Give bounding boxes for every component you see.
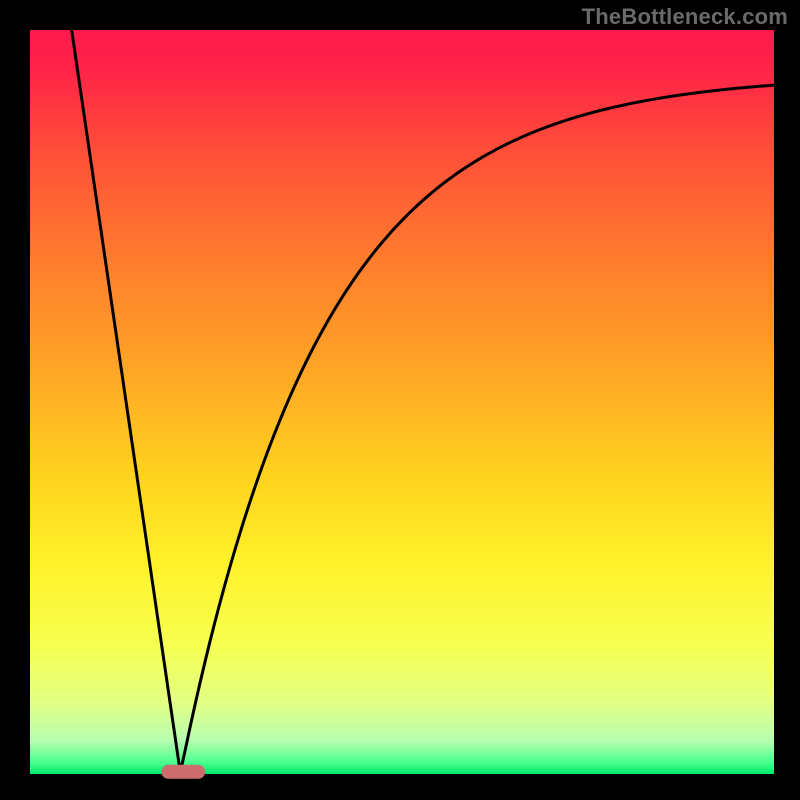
plot-background bbox=[30, 30, 774, 774]
bottleneck-chart bbox=[0, 0, 800, 800]
chart-container: TheBottleneck.com bbox=[0, 0, 800, 800]
watermark-text: TheBottleneck.com bbox=[582, 4, 788, 30]
minimum-marker bbox=[161, 765, 205, 779]
